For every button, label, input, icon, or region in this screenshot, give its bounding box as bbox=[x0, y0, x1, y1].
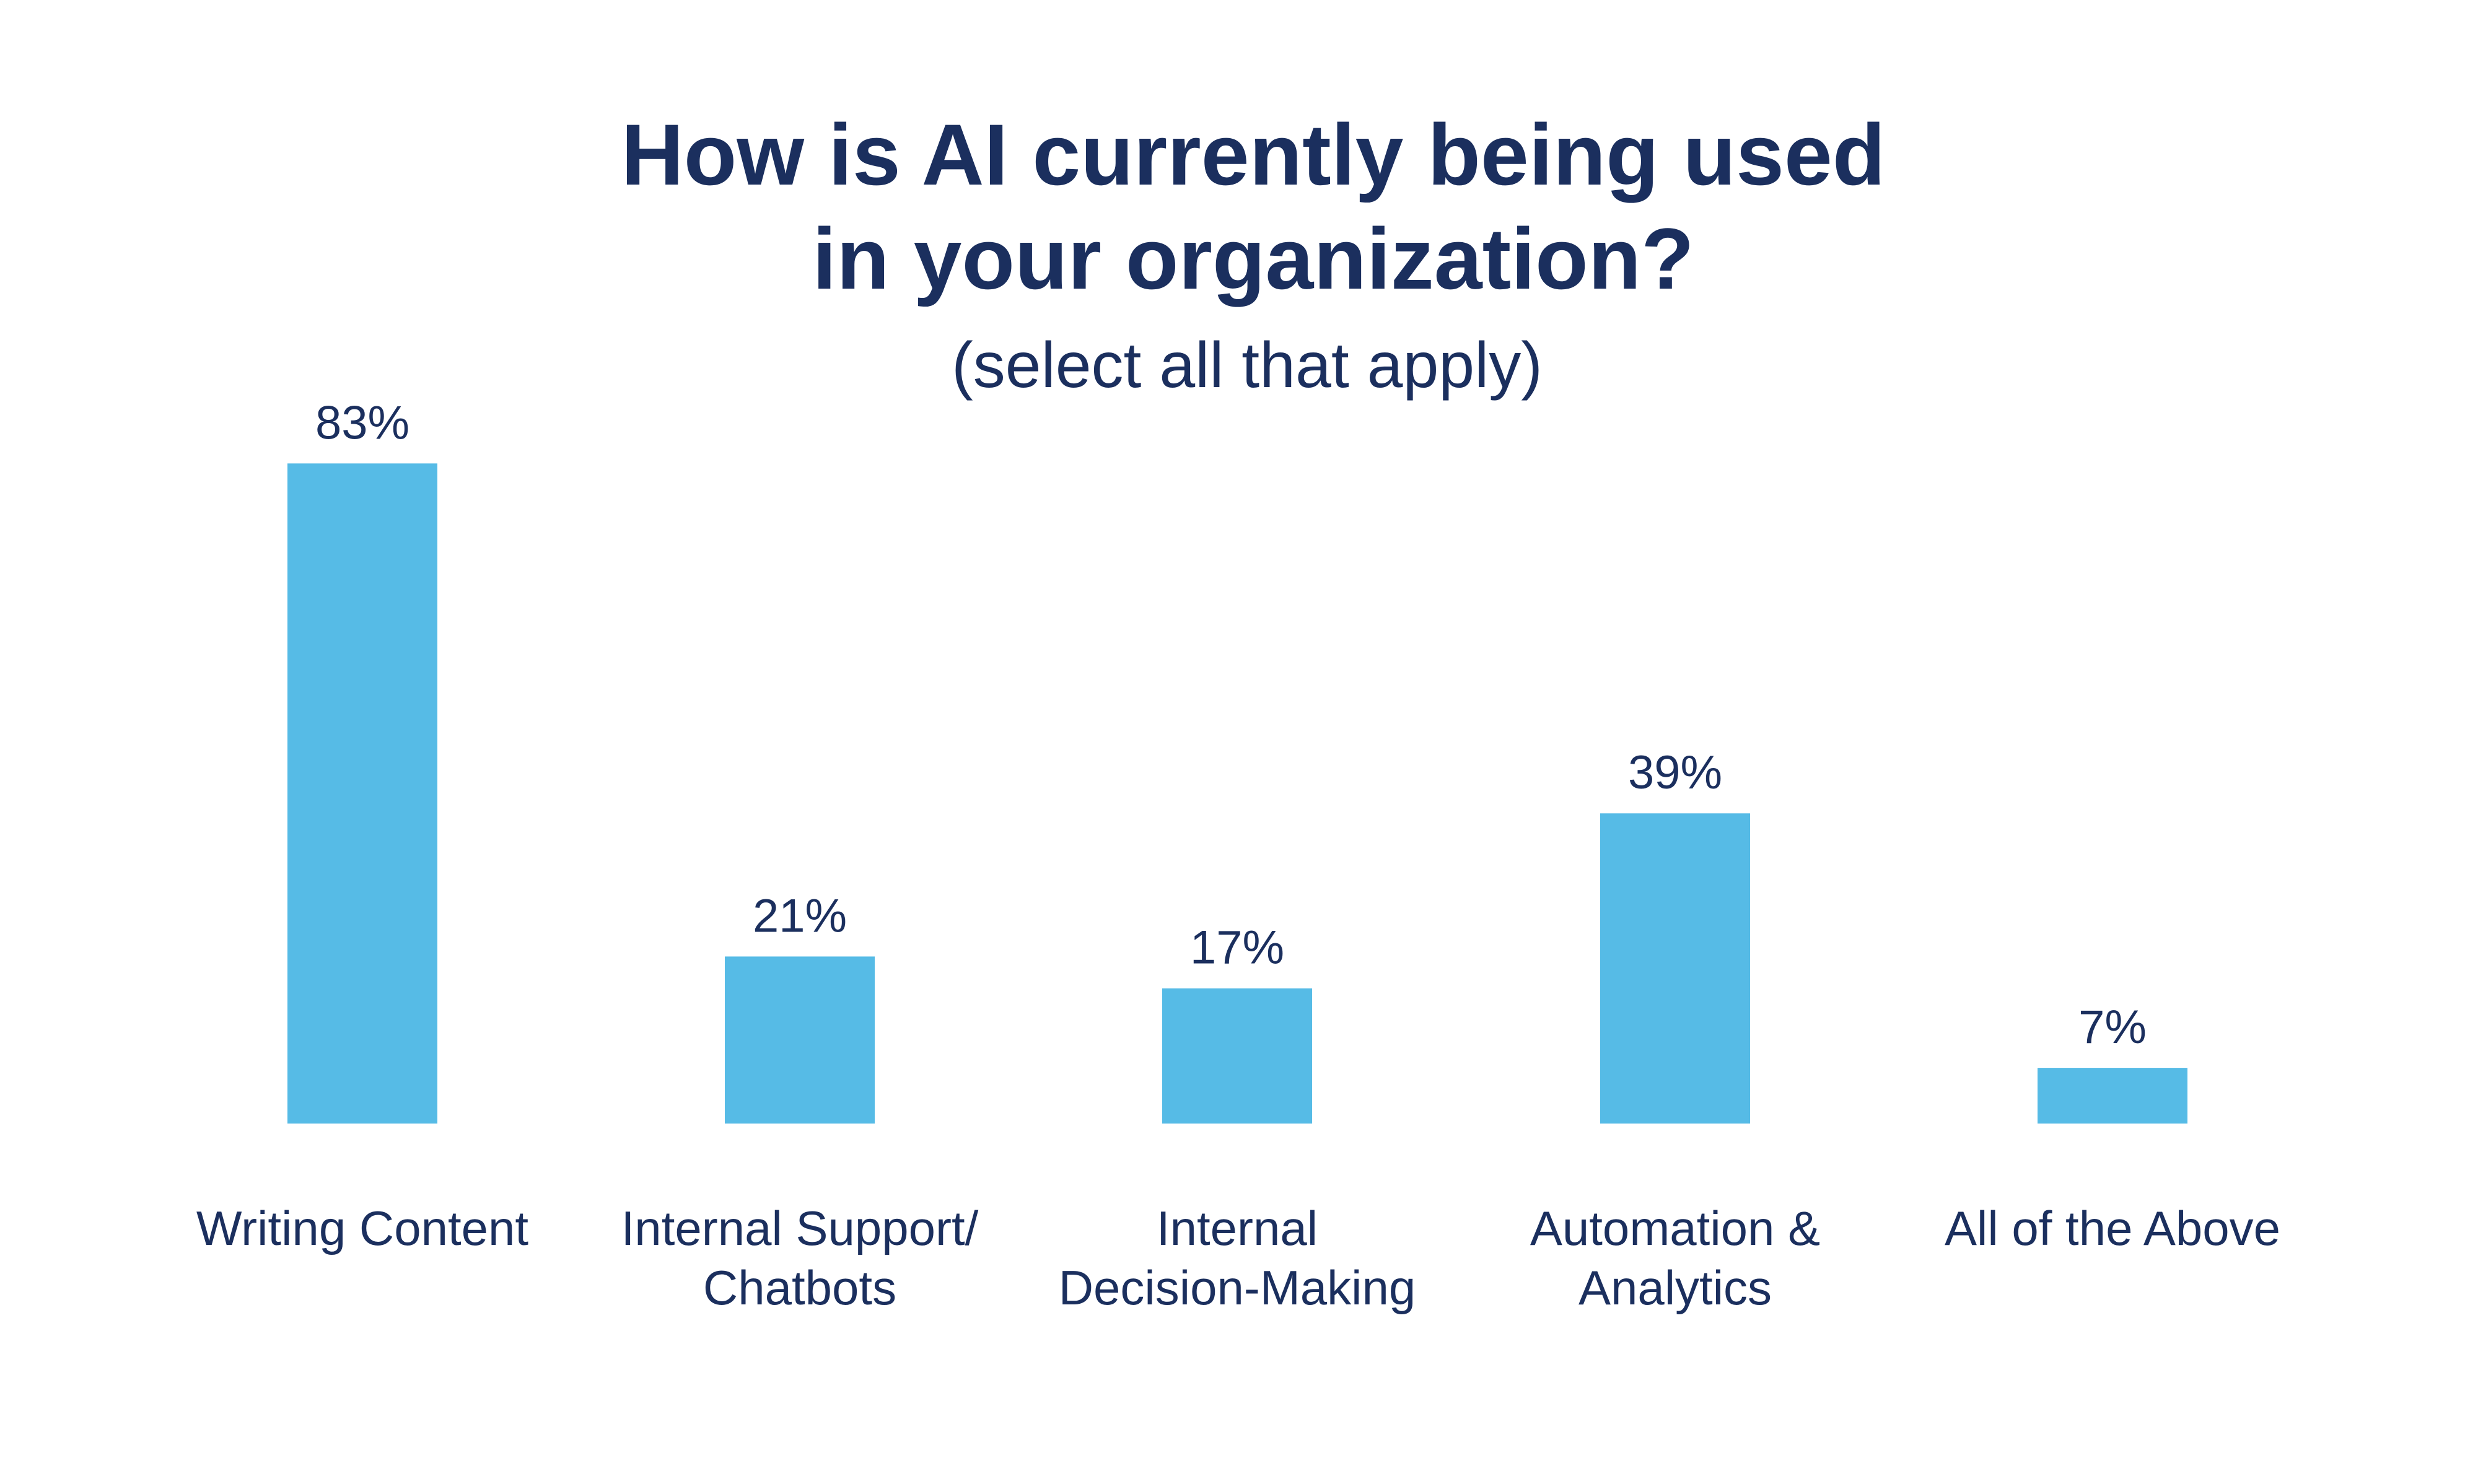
category-labels: Writing Content Internal Support/Chatbots… bbox=[196, 1201, 2280, 1315]
value-label: 7% bbox=[2078, 1001, 2147, 1054]
value-labels: 83% 21% 17% 39% 7% bbox=[315, 396, 2147, 1054]
bar bbox=[1162, 988, 1312, 1124]
bar bbox=[1600, 813, 1750, 1124]
category-label: Automation & bbox=[1530, 1201, 1820, 1255]
value-label: 21% bbox=[753, 889, 847, 942]
category-label: All of the Above bbox=[1945, 1201, 2280, 1255]
value-label: 39% bbox=[1628, 746, 1722, 799]
bar bbox=[2038, 1068, 2187, 1124]
category-label: Chatbots bbox=[703, 1260, 896, 1315]
bar bbox=[725, 956, 875, 1124]
category-label: Internal Support/ bbox=[621, 1201, 979, 1255]
bars bbox=[287, 463, 2187, 1124]
category-label: Decision-Making bbox=[1059, 1260, 1416, 1315]
value-label: 83% bbox=[315, 396, 409, 449]
category-label: Internal bbox=[1157, 1201, 1318, 1255]
bar bbox=[287, 463, 437, 1124]
category-label: Analytics bbox=[1578, 1260, 1772, 1315]
category-label: Writing Content bbox=[196, 1201, 528, 1255]
chart-title-line: in your organization? bbox=[812, 210, 1694, 307]
chart-title-line: How is AI currently being used bbox=[621, 106, 1886, 203]
chart-subtitle: (select all that apply) bbox=[952, 330, 1543, 401]
value-label: 17% bbox=[1190, 922, 1284, 974]
